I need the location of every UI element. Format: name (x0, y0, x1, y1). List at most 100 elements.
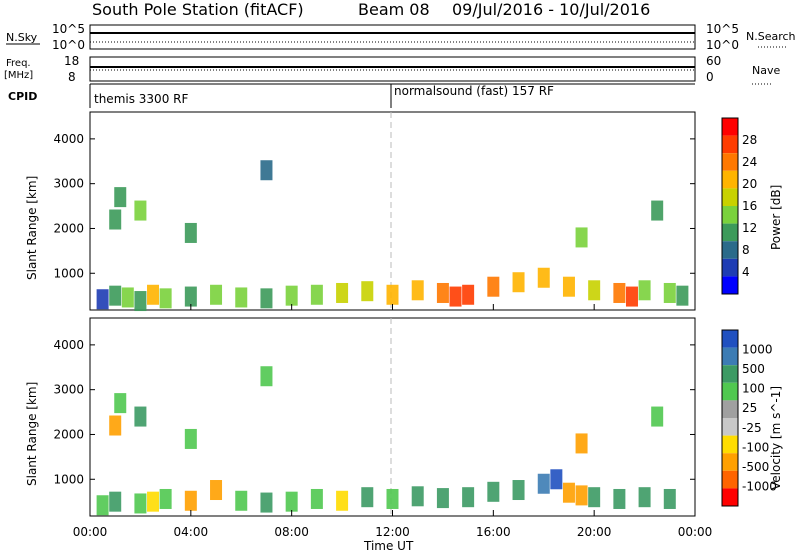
data-cell (625, 286, 638, 307)
data-cell (184, 222, 197, 243)
data-cell (487, 481, 500, 502)
colorbar-swatch (722, 435, 738, 454)
colorbar-swatch (722, 153, 738, 171)
x-tick-label: 00:00 (73, 525, 108, 539)
colorbar-tick-label: 4 (742, 265, 750, 279)
data-cell (462, 487, 475, 508)
data-cell (562, 482, 575, 503)
colorbar-swatch (722, 400, 738, 418)
data-cell (184, 286, 197, 307)
x-tick-label: 16:00 (476, 525, 511, 539)
data-cell (663, 488, 676, 509)
data-cell (96, 495, 109, 516)
freq-unit: [MHz] (4, 70, 33, 81)
colorbar-swatch (722, 223, 738, 242)
velocity-panel-frame (89, 317, 696, 517)
data-cell (109, 285, 122, 306)
cpid-segment-2: normalsound (fast) 157 RF (394, 84, 554, 98)
data-cell (537, 473, 550, 494)
data-cell (336, 490, 349, 511)
x-tick-label: 12:00 (375, 525, 410, 539)
nave-label: Nave (752, 64, 780, 77)
colorbar-swatch (722, 488, 738, 506)
data-cell (159, 288, 172, 309)
colorbar-swatch (722, 188, 738, 206)
data-cell (121, 287, 134, 308)
nsearch-tick-top: 10^5 (706, 22, 739, 36)
data-cell (436, 282, 449, 303)
colorbar-tick-label: 16 (742, 199, 757, 213)
data-cell (361, 281, 374, 302)
nsky-label: N.Sky (6, 31, 38, 44)
colorbar-swatch (722, 276, 738, 294)
nave-tick-top: 60 (706, 54, 721, 68)
data-cell (663, 282, 676, 303)
data-cell (260, 288, 273, 309)
data-cell (159, 488, 172, 509)
data-cell (260, 492, 273, 513)
nsky-series (90, 32, 695, 43)
data-cell (310, 488, 323, 509)
freq-series (90, 66, 695, 71)
colorbar-tick-label: 100 (742, 382, 765, 396)
y-tick-label: 2000 (53, 221, 84, 235)
station-title: South Pole Station (fitACF) (92, 0, 304, 19)
xaxis-label: Time UT (363, 539, 414, 553)
x-tick-label: 08:00 (274, 525, 309, 539)
nsky-tick-bottom: 10^0 (52, 38, 85, 52)
y-tick-label: 1000 (53, 472, 84, 486)
colorbar-tick-label: 25 (742, 401, 757, 415)
colorbar-swatch (722, 330, 738, 348)
power-colorbar-label: Power [dB] (769, 185, 783, 250)
data-cell (235, 490, 248, 511)
colorbar-swatch (722, 206, 738, 224)
data-cell (613, 488, 626, 509)
freq-label: Freq. (6, 58, 31, 69)
data-cell (235, 287, 248, 308)
data-cell (575, 227, 588, 248)
colorbar-tick-label: -1000 (742, 479, 777, 493)
beam-title: Beam 08 (358, 0, 430, 19)
colorbar-tick-label: -100 (742, 440, 769, 454)
power-ylabel: Slant Range [km] (25, 176, 39, 280)
colorbar-swatch (722, 135, 738, 154)
nsky-panel-frame (89, 24, 696, 50)
cpid-label: CPID (8, 90, 37, 103)
data-cell (613, 282, 626, 303)
colorbar-swatch (722, 382, 738, 401)
velocity-ylabel: Slant Range [km] (25, 382, 39, 486)
colorbar-swatch (722, 347, 738, 366)
data-cell (436, 488, 449, 509)
colorbar-swatch (722, 241, 738, 259)
colorbar-tick-label: 12 (742, 221, 757, 235)
data-cell (588, 487, 601, 508)
data-cell (184, 490, 197, 511)
data-cell (651, 406, 664, 427)
data-cell (210, 480, 223, 501)
data-cell (411, 486, 424, 507)
data-cell (575, 433, 588, 454)
colorbar-tick-label: 500 (742, 362, 765, 376)
velocity-colorbar-label: Velocity [m s^-1] (769, 386, 783, 490)
power-colorbar: 28 24 20 16 12 8 4 (721, 117, 757, 295)
colorbar-tick-label: 20 (742, 177, 757, 191)
y-tick-label: 4000 (53, 338, 84, 352)
freq-panel-frame (89, 56, 696, 82)
colorbar-swatch (722, 418, 738, 436)
y-tick-label: 1000 (53, 266, 84, 280)
power-data (96, 160, 689, 312)
date-range: 09/Jul/2016 - 10/Jul/2016 (452, 0, 650, 19)
x-tick-label: 00:00 (678, 525, 713, 539)
data-cell (260, 366, 273, 387)
cpid-segment-1: themis 3300 RF (94, 92, 188, 106)
power-y-axis: 1000 2000 3000 4000 (53, 132, 695, 280)
velocity-data (96, 366, 676, 516)
data-cell (147, 491, 160, 512)
colorbar-tick-label: 24 (742, 155, 757, 169)
data-cell (134, 200, 147, 221)
data-cell (386, 488, 399, 509)
data-cell (114, 187, 127, 208)
colorbar-tick-label: 8 (742, 243, 750, 257)
data-cell (449, 286, 462, 307)
freq-tick-bottom: 8 (68, 70, 76, 84)
